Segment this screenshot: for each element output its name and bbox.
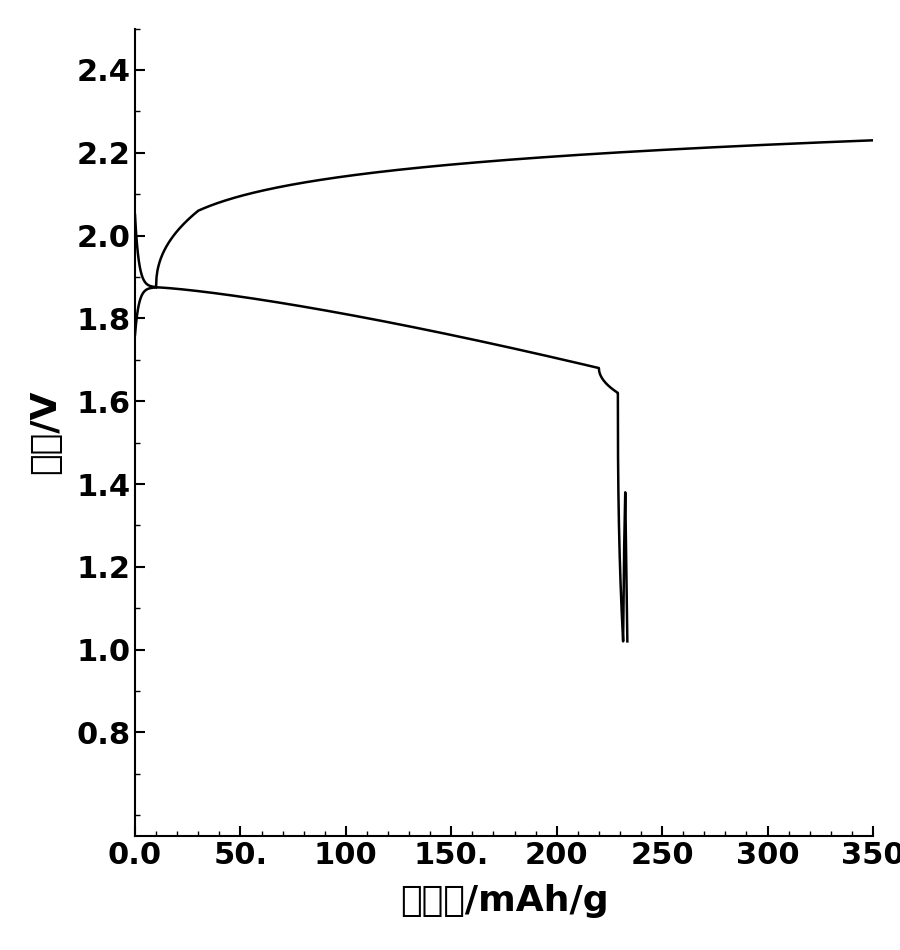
Y-axis label: 电压/V: 电压/V [28, 390, 62, 474]
X-axis label: 比容量/mAh/g: 比容量/mAh/g [400, 884, 608, 918]
